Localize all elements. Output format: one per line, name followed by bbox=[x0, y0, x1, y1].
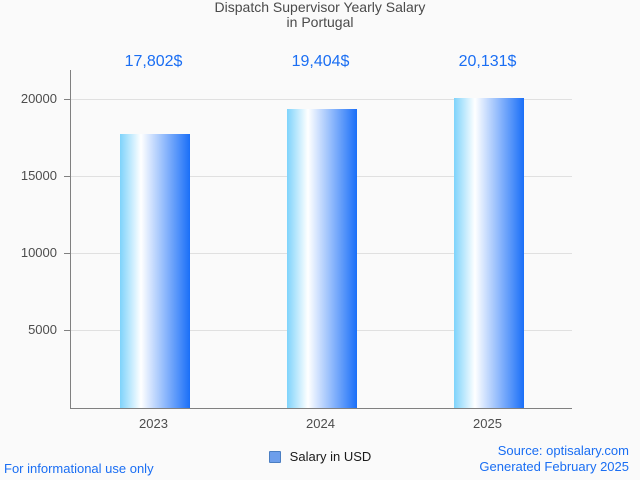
bar-value-label-2023: 17,802$ bbox=[124, 53, 183, 70]
source-link[interactable]: Source: optisalary.com bbox=[497, 443, 629, 458]
y-tick-label: 20000 bbox=[20, 91, 57, 106]
source-block: Source: optisalary.com Generated Februar… bbox=[479, 443, 629, 475]
legend-label: Salary in USD bbox=[289, 449, 372, 464]
chart-title-line1: Dispatch Supervisor Yearly Salary bbox=[214, 0, 426, 15]
chart-title-line2: in Portugal bbox=[286, 14, 354, 30]
bar-2025 bbox=[454, 98, 524, 408]
x-tick-label-2023: 2023 bbox=[139, 416, 168, 431]
legend-swatch-icon bbox=[268, 450, 281, 463]
y-tick-mark bbox=[64, 330, 71, 331]
bar-2023 bbox=[120, 134, 190, 408]
y-tick-mark bbox=[64, 176, 71, 177]
legend: Salary in USD bbox=[0, 449, 640, 464]
gridline-20000 bbox=[71, 99, 572, 100]
bar-value-label-2025: 20,131$ bbox=[458, 53, 517, 70]
y-tick-mark bbox=[64, 253, 71, 254]
generated-date: Generated February 2025 bbox=[479, 459, 629, 474]
y-tick-mark bbox=[64, 99, 71, 100]
plot-area: 5000 10000 15000 20000 bbox=[21, 70, 572, 409]
x-tick-label-2024: 2024 bbox=[306, 416, 335, 431]
informational-note: For informational use only bbox=[4, 461, 154, 476]
y-tick-label: 10000 bbox=[20, 245, 57, 260]
y-tick-label: 5000 bbox=[28, 322, 57, 337]
x-axis-labels: 2023 2024 2025 bbox=[70, 416, 571, 432]
chart-title: Dispatch Supervisor Yearly Salary in Por… bbox=[0, 0, 640, 30]
bar-value-labels: 17,802$ 19,404$ 20,131$ bbox=[70, 53, 571, 73]
bar-value-label-2024: 19,404$ bbox=[291, 53, 350, 70]
x-tick-label-2025: 2025 bbox=[473, 416, 502, 431]
y-tick-label: 15000 bbox=[20, 168, 57, 183]
bar-2024 bbox=[287, 109, 357, 408]
